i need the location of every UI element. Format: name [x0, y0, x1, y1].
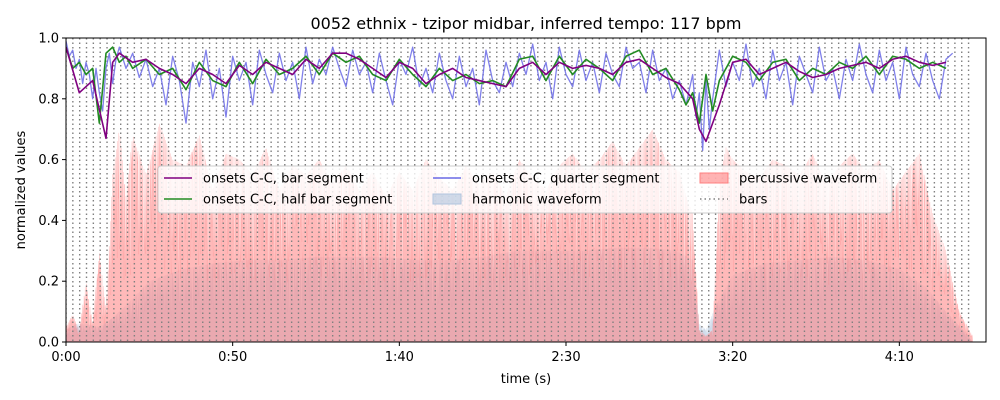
- x-tick-label: 0:00: [51, 350, 80, 365]
- x-tick-label: 4:10: [885, 350, 914, 365]
- legend-swatch-harmonic-waveform: [432, 193, 462, 205]
- y-axis-label: normalized values: [14, 130, 29, 249]
- y-axis: 0.0 0.2 0.4 0.6 0.8 1.0: [38, 32, 66, 351]
- legend-swatch-percussive-waveform: [699, 172, 729, 184]
- y-tick-label: 0.2: [38, 275, 59, 290]
- x-tick-label: 2:30: [551, 350, 580, 365]
- onsets-c-c-bar-segment-line: [66, 46, 947, 143]
- y-tick-label: 1.0: [38, 32, 59, 47]
- legend-label-bars: bars: [739, 193, 768, 208]
- legend-label-onsets-c-c-half-bar-segment: onsets C-C, half bar segment: [203, 193, 392, 208]
- axes-frame: [65, 37, 987, 343]
- legend: onsets C-C, bar segment onsets C-C, half …: [157, 165, 893, 214]
- legend-label-onsets-c-c-quarter-segment: onsets C-C, quarter segment: [472, 172, 659, 187]
- y-tick-label: 0.8: [38, 92, 59, 107]
- onset-lines: [66, 40, 954, 152]
- onsets-c-c-half-bar-segment-line: [66, 46, 947, 124]
- y-tick-label: 0.6: [38, 153, 59, 168]
- y-tick-label: 0.4: [38, 214, 59, 229]
- bar-lines: [66, 38, 970, 342]
- y-tick-label: 0.0: [38, 336, 59, 351]
- legend-label-percussive-waveform: percussive waveform: [739, 172, 877, 187]
- x-tick-label: 0:50: [218, 350, 247, 365]
- x-tick-label: 1:40: [385, 350, 414, 365]
- chart-title: 0052 ethnix - tzipor midbar, inferred te…: [310, 14, 741, 33]
- legend-label-harmonic-waveform: harmonic waveform: [472, 193, 602, 208]
- x-tick-label: 3:20: [718, 350, 747, 365]
- x-axis: 0:00 0:50 1:40 2:30 3:20 4:10: [51, 342, 914, 365]
- x-axis-label: time (s): [501, 372, 551, 387]
- legend-label-onsets-c-c-bar-segment: onsets C-C, bar segment: [203, 172, 364, 187]
